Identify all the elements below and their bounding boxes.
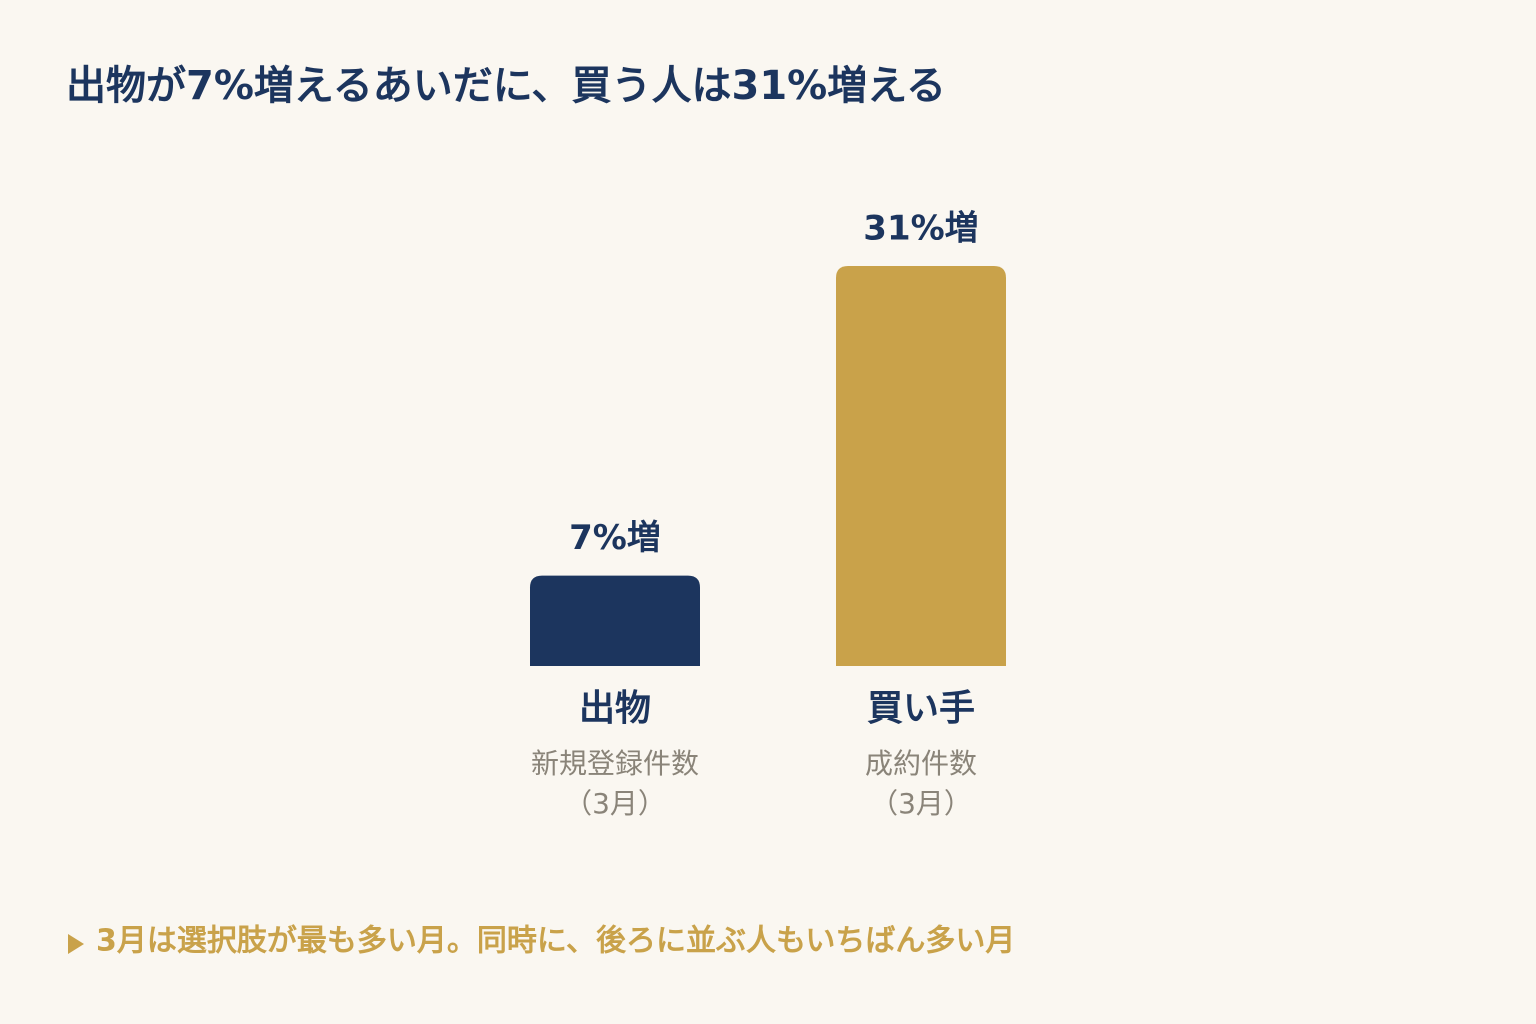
bar: [530, 575, 700, 666]
bar: [836, 266, 1006, 666]
category-note: （3月）: [564, 787, 666, 820]
category-label: 出物: [579, 688, 651, 729]
chart-title: 出物が7%増えるあいだに、買う人は31%増える: [66, 63, 946, 109]
value-label: 7%増: [569, 518, 661, 558]
category-label: 買い手: [867, 688, 975, 729]
value-label: 31%増: [863, 209, 978, 249]
category-note: 成約件数: [865, 747, 977, 780]
category-note: （3月）: [870, 787, 972, 820]
note-marker: [68, 934, 84, 954]
note: 3月は選択肢が最も多い月。同時に、後ろに並ぶ人もいちばん多い月: [96, 924, 1015, 959]
category-note: 新規登録件数: [531, 747, 699, 780]
